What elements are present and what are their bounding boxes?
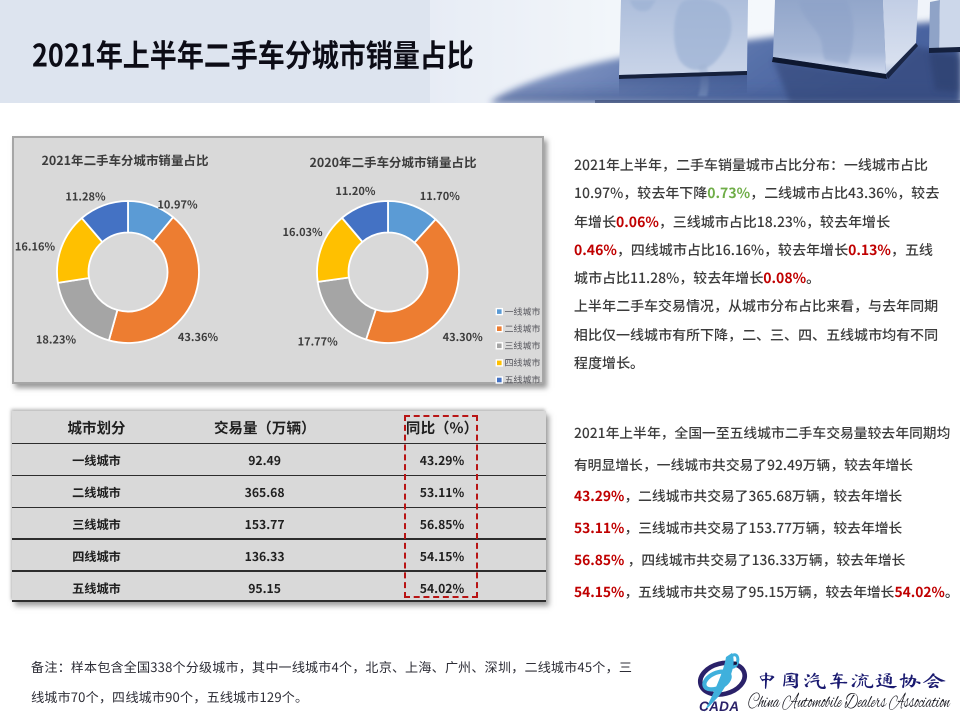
svg-text:三线城市: 三线城市 xyxy=(505,339,541,352)
svg-text:四线城市: 四线城市 xyxy=(505,356,541,369)
svg-text:五线城市: 五线城市 xyxy=(505,373,541,386)
svg-text:11.20%: 11.20% xyxy=(335,183,376,199)
svg-text:11.28%: 11.28% xyxy=(65,188,106,204)
svg-text:43.30%: 43.30% xyxy=(443,329,484,345)
svg-text:CADA: CADA xyxy=(699,699,739,714)
svg-text:18.23%: 18.23% xyxy=(36,332,77,348)
svg-text:10.97%: 10.97% xyxy=(157,196,198,212)
svg-text:17.77%: 17.77% xyxy=(298,334,339,350)
svg-text:二线城市: 二线城市 xyxy=(505,322,541,335)
svg-text:16.16%: 16.16% xyxy=(15,239,56,255)
svg-text:11.70%: 11.70% xyxy=(420,188,461,204)
svg-text:43.36%: 43.36% xyxy=(178,329,219,345)
svg-text:16.03%: 16.03% xyxy=(283,224,324,240)
svg-text:一线城市: 一线城市 xyxy=(505,305,541,318)
